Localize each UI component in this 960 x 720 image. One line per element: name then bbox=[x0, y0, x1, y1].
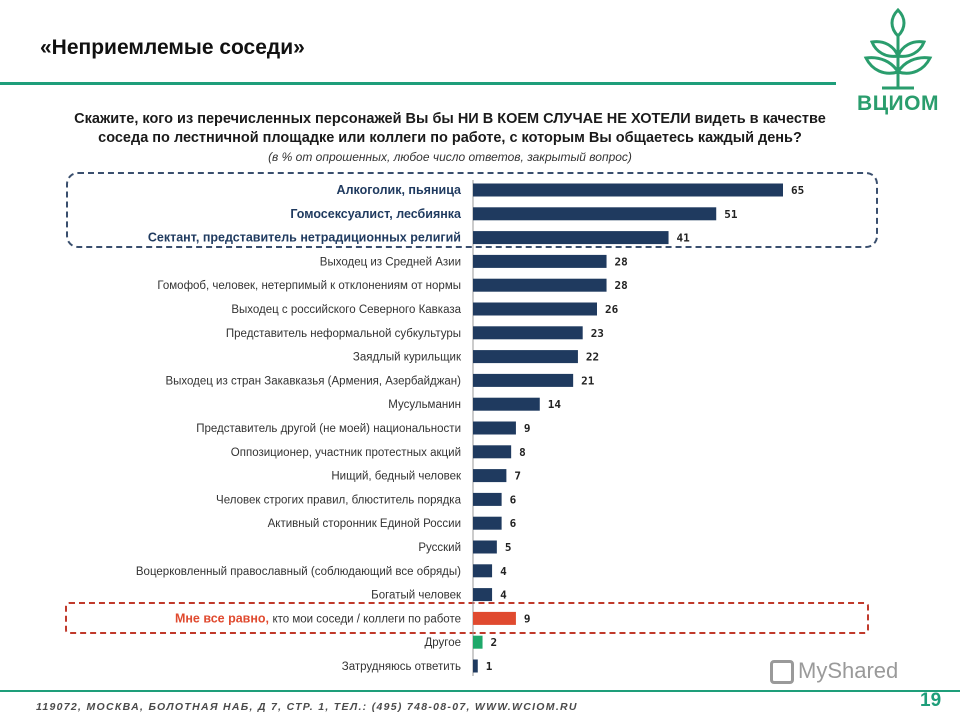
footer-address: 119072, МОСКВА, БОЛОТНАЯ НАБ, Д 7, СТР. … bbox=[36, 701, 578, 713]
survey-question: Скажите, кого из перечисленных персонаже… bbox=[74, 111, 826, 146]
bar bbox=[473, 516, 502, 530]
category-label: Другое bbox=[424, 637, 461, 649]
category-label: Алкоголик, пьяница bbox=[337, 183, 462, 197]
category-label: Выходец из стран Закавказья (Армения, Аз… bbox=[165, 375, 461, 387]
category-label: Представитель другой (не моей) националь… bbox=[196, 423, 461, 435]
bar bbox=[473, 611, 516, 625]
category-label: Затрудняюсь ответить bbox=[342, 661, 461, 673]
category-label: Сектант, представитель нетрадиционных ре… bbox=[148, 231, 461, 245]
footer-rule bbox=[0, 690, 960, 692]
bar bbox=[473, 659, 478, 673]
bar-value-label: 65 bbox=[791, 184, 804, 197]
bar bbox=[473, 540, 497, 554]
category-label: Заядлый курильщик bbox=[353, 352, 462, 364]
bar bbox=[473, 397, 540, 411]
bar-value-label: 8 bbox=[519, 446, 526, 459]
bar bbox=[473, 254, 607, 268]
bar-value-label: 41 bbox=[677, 232, 691, 245]
bar-value-label: 28 bbox=[615, 255, 628, 268]
watermark-icon bbox=[770, 660, 794, 685]
category-label: Оппозиционер, участник протестных акций bbox=[231, 447, 461, 459]
bar bbox=[473, 278, 607, 292]
indifferent-answer-highlight bbox=[65, 602, 869, 634]
category-label: Выходец с российского Северного Кавказа bbox=[231, 304, 461, 316]
bar-value-label: 14 bbox=[548, 398, 562, 411]
bar-value-label: 7 bbox=[514, 470, 521, 483]
page-number: 19 bbox=[920, 690, 942, 711]
watermark: MyShared bbox=[770, 658, 899, 685]
bar-value-label: 5 bbox=[505, 541, 512, 554]
bar bbox=[473, 326, 583, 340]
bar bbox=[473, 469, 507, 483]
bar-value-label: 22 bbox=[586, 351, 599, 364]
title-rule bbox=[0, 82, 836, 85]
wciom-logo-icon bbox=[863, 7, 933, 90]
bar-value-label: 6 bbox=[510, 493, 517, 506]
category-label: Русский bbox=[418, 542, 461, 554]
bar-value-label: 51 bbox=[724, 208, 738, 221]
category-label: Мне все равно, кто мои соседи / коллеги … bbox=[175, 611, 461, 625]
bar bbox=[473, 635, 483, 649]
bar bbox=[473, 588, 493, 602]
bar-value-label: 21 bbox=[581, 374, 595, 387]
category-label: Мусульманин bbox=[388, 399, 461, 411]
bar bbox=[473, 350, 578, 364]
bar-value-label: 2 bbox=[491, 636, 498, 649]
bar bbox=[473, 421, 516, 435]
category-label: Воцерковленный православный (соблюдающий… bbox=[136, 566, 461, 578]
category-label: Нищий, бедный человек bbox=[331, 471, 462, 483]
survey-note: (в % от опрошенных, любое число ответов,… bbox=[268, 150, 632, 164]
logo-text: ВЦИОМ bbox=[857, 92, 939, 115]
bar bbox=[473, 207, 717, 221]
bar-value-label: 23 bbox=[591, 327, 604, 340]
category-label: Человек строгих правил, блюститель поряд… bbox=[216, 494, 462, 506]
slide-title: «Неприемлемые соседи» bbox=[40, 36, 305, 59]
bar bbox=[473, 302, 597, 316]
bar bbox=[473, 445, 512, 459]
bar bbox=[473, 564, 493, 578]
bar-value-label: 1 bbox=[486, 660, 493, 673]
bar-value-label: 9 bbox=[524, 612, 531, 625]
bar bbox=[473, 231, 669, 245]
top-answers-highlight bbox=[66, 172, 878, 248]
category-label: Активный сторонник Единой России bbox=[268, 518, 461, 530]
bar-value-label: 28 bbox=[615, 279, 628, 292]
bar-value-label: 9 bbox=[524, 422, 531, 435]
bar bbox=[473, 183, 783, 197]
bar-value-label: 26 bbox=[605, 303, 619, 316]
bar-value-label: 4 bbox=[500, 565, 507, 578]
category-label: Выходец из Средней Азии bbox=[320, 256, 461, 268]
category-label: Гомосексуалист, лесбиянка bbox=[290, 207, 462, 221]
bar bbox=[473, 492, 502, 506]
category-label-prefix: Мне все равно, bbox=[175, 611, 273, 625]
bar bbox=[473, 373, 574, 387]
category-label-rest: кто мои соседи / коллеги по работе bbox=[272, 613, 461, 625]
bar-value-label: 4 bbox=[500, 589, 507, 602]
category-label: Представитель неформальной субкультуры bbox=[226, 328, 461, 340]
bar-value-label: 6 bbox=[510, 517, 517, 530]
watermark-text: MyShared bbox=[798, 658, 899, 683]
category-label: Богатый человек bbox=[371, 590, 462, 602]
category-label: Гомофоб, человек, нетерпимый к отклонени… bbox=[157, 280, 461, 292]
